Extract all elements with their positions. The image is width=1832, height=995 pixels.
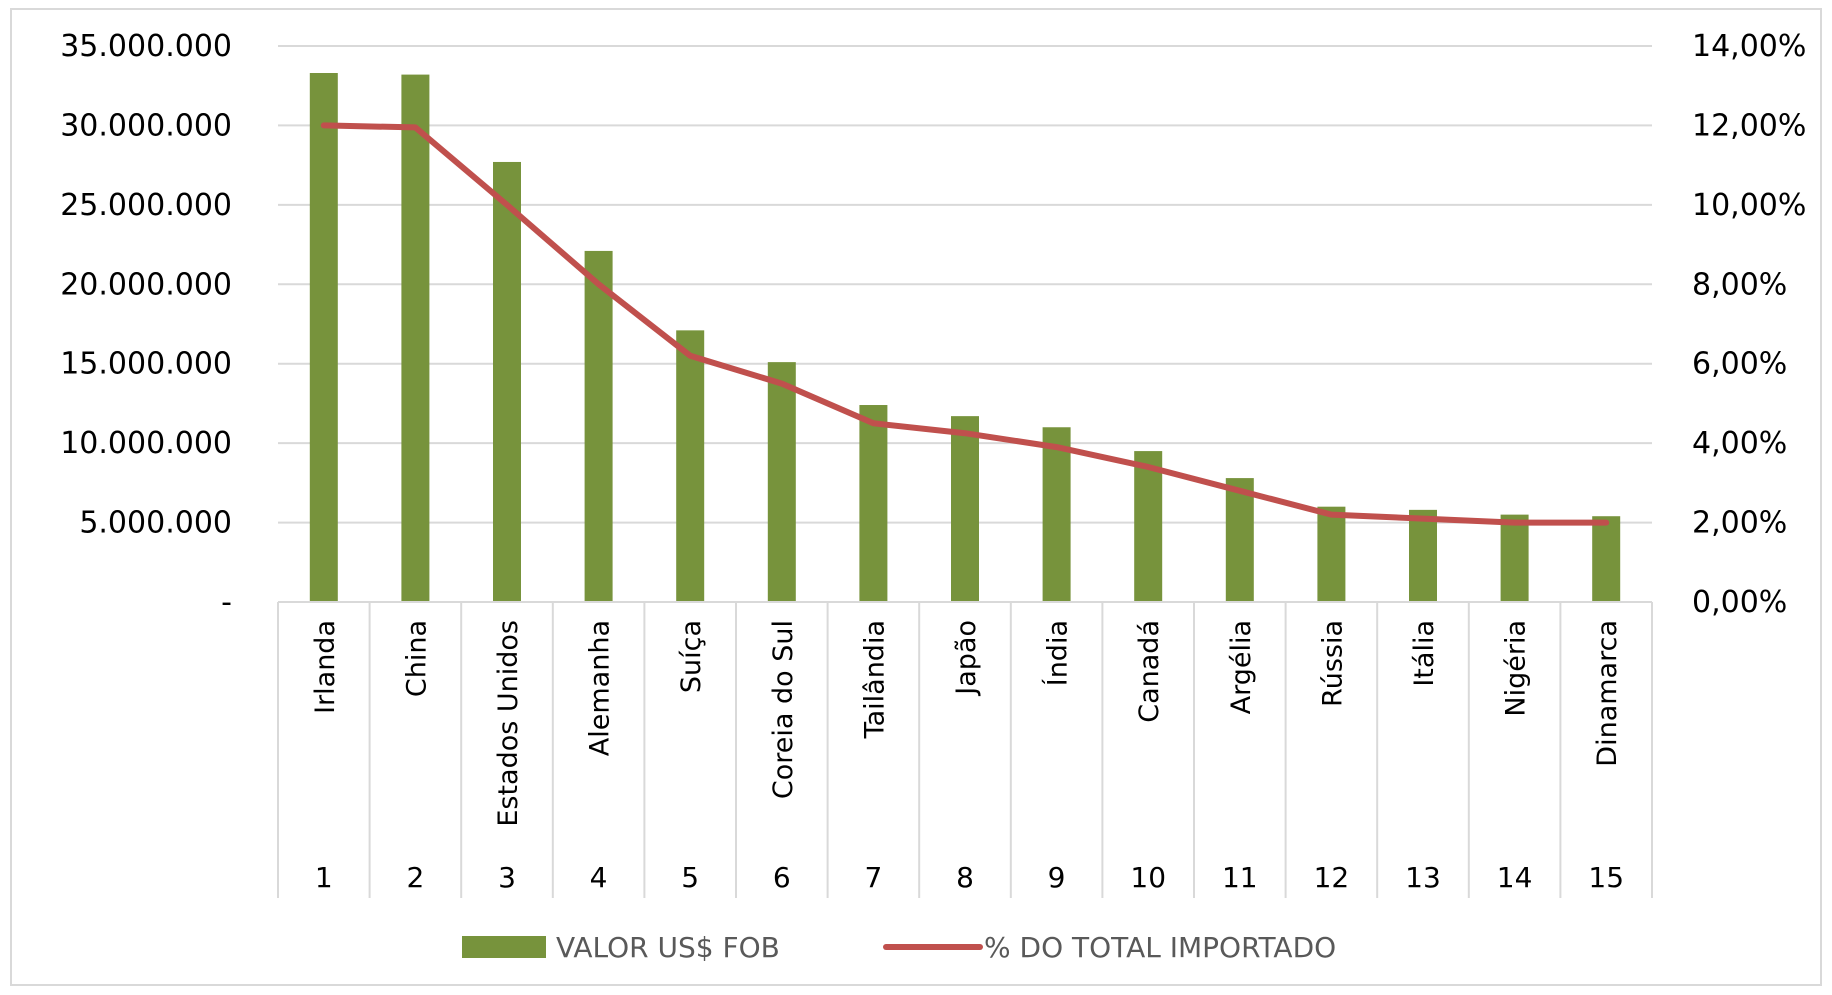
bar [1134,451,1163,602]
y-left-tick-label: 5.000.000 [79,506,232,541]
y-left-tick-label: 15.000.000 [60,347,232,382]
y-right-tick-label: 2,00% [1692,506,1787,541]
bar [493,161,521,603]
category-label: Estados Unidos [493,620,524,827]
y-right-tick-label: 8,00% [1692,267,1787,302]
y-left-tick-label: 10.000.000 [60,426,232,461]
rank-label: 6 [773,861,791,894]
category-label: Irlanda [310,620,341,714]
bar [1500,514,1529,602]
legend-swatch-bars [462,936,546,958]
y-left-tick-label: 35.000.000 [60,29,232,64]
category-label: Suíça [676,620,707,693]
category-label: Japão [951,620,982,697]
bar [584,250,613,602]
category-label: Tailândia [859,620,890,739]
rank-label: 12 [1314,861,1350,894]
bar [1225,478,1254,602]
y-left-tick-label: 25.000.000 [60,188,232,223]
bar [1042,427,1071,602]
line-point [414,126,416,128]
bar [767,362,796,602]
line-point [1056,446,1058,448]
rank-label: 2 [406,861,424,894]
line-point [1239,490,1241,492]
line-point [1422,518,1424,520]
category-label: Canadá [1134,620,1165,723]
bar [309,73,338,602]
bar [676,330,705,602]
y-right-tick-label: 14,00% [1692,29,1806,64]
line-point [323,124,325,126]
category-label: Dinamarca [1592,620,1623,767]
line-point [1330,514,1332,516]
line-point [689,355,691,357]
bar [1409,509,1437,602]
y-right-tick-label: 4,00% [1692,426,1787,461]
bar [1592,516,1621,602]
y-right-tick-label: 0,00% [1692,585,1787,620]
legend-label-bars: VALOR US$ FOB [556,931,780,964]
line-point [1514,522,1516,524]
line-point [598,283,600,285]
y-right-tick-label: 10,00% [1692,188,1806,223]
category-label: Alemanha [585,620,616,756]
bar [401,74,430,602]
rank-label: 13 [1405,861,1441,894]
rank-label: 5 [681,861,699,894]
legend-label-line: % DO TOTAL IMPORTADO [984,931,1336,964]
y-right-tick-label: 6,00% [1692,347,1787,382]
category-label: Coreia do Sul [768,620,799,799]
category-label: Argélia [1226,620,1257,714]
rank-label: 8 [956,861,974,894]
y-left-tick-label: 30.000.000 [60,108,232,143]
category-label: China [401,620,432,697]
line-point [1147,466,1149,468]
rank-label: 14 [1497,861,1533,894]
rank-label: 9 [1048,861,1066,894]
bar [951,416,979,602]
category-label: Itália [1409,620,1440,687]
line-point [1605,522,1607,524]
y-right-tick-label: 12,00% [1692,108,1806,143]
rank-label: 3 [498,861,516,894]
category-label: Índia [1042,620,1074,686]
y-left-tick-label: 20.000.000 [60,267,232,302]
line-point [506,204,508,206]
rank-label: 7 [864,861,882,894]
bar [1317,506,1346,602]
rank-label: 15 [1588,861,1624,894]
category-label: Nigéria [1501,620,1532,717]
rank-label: 11 [1222,861,1258,894]
y-left-tick-label: - [221,585,232,620]
line-point [781,383,783,385]
rank-label: 4 [590,861,608,894]
legend: VALOR US$ FOB % DO TOTAL IMPORTADO [462,931,1336,964]
line-point [964,432,966,434]
bar [859,405,888,602]
line-point [872,422,874,424]
rank-label: 10 [1130,861,1166,894]
rank-label: 1 [315,861,333,894]
category-label: Rússia [1317,620,1348,707]
